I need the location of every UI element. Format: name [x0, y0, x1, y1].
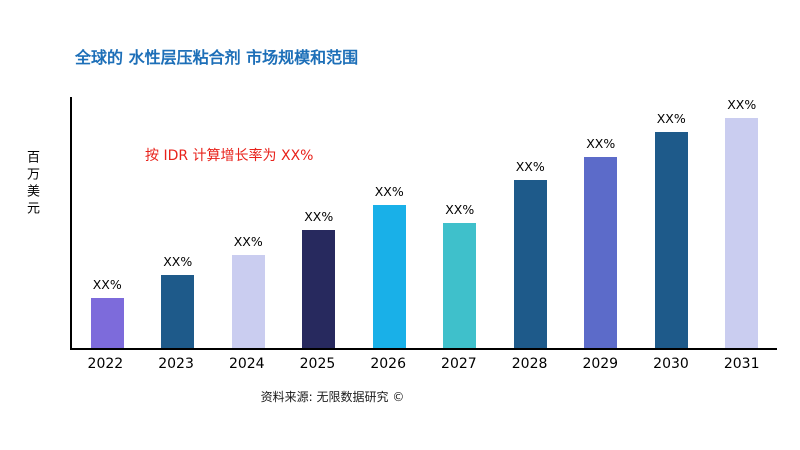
bar-value-label: XX%: [515, 158, 545, 174]
bar-2023: [161, 275, 195, 348]
bar-slot: XX%: [566, 97, 637, 348]
x-tick-label: 2031: [723, 356, 760, 372]
bar-2025: [302, 230, 336, 348]
bar-2022: [90, 297, 124, 348]
bar-2031: [725, 118, 759, 348]
bar-value-label: XX%: [233, 234, 263, 250]
bar-slot: XX%: [284, 97, 355, 348]
y-axis-label: 百万美元: [24, 150, 39, 218]
growth-annotation: 按 IDR 计算增长率为 XX%: [145, 148, 314, 164]
bar-2026: [372, 204, 406, 348]
bar-2024: [231, 255, 265, 348]
bar-value-label: XX%: [374, 183, 404, 199]
chart-title: 全球的 水性层压粘合剂 市场规模和范围: [75, 48, 359, 67]
x-tick-label: 2022: [87, 356, 124, 372]
x-tick-label: 2026: [370, 356, 406, 372]
bar-slot: XX%: [707, 97, 778, 348]
bar-value-label: XX%: [163, 254, 193, 270]
x-tick-label: 2030: [653, 356, 689, 372]
bar-value-label: XX%: [586, 136, 616, 152]
bar-slot: XX%: [213, 97, 284, 348]
x-tick-label: 2027: [441, 356, 477, 372]
bar-2027: [443, 222, 477, 348]
x-tick-label: 2028: [511, 356, 548, 372]
bar-slot: XX%: [495, 97, 566, 348]
bar-slot: XX%: [636, 97, 707, 348]
x-tick-label: 2029: [582, 356, 619, 372]
x-tick-label: 2025: [299, 356, 336, 372]
bar-slot: XX%: [354, 97, 425, 348]
bar-2029: [584, 157, 618, 348]
bar-slot: XX%: [72, 97, 143, 348]
bar-value-label: XX%: [304, 209, 334, 225]
bar-value-label: XX%: [445, 201, 475, 217]
plot-area: XX% XX% XX% XX% XX% XX% XX% XX% XX% XX%: [70, 97, 777, 350]
bars-container: XX% XX% XX% XX% XX% XX% XX% XX% XX% XX%: [72, 97, 777, 348]
bar-value-label: XX%: [727, 97, 757, 112]
bar-2030: [654, 132, 688, 348]
bar-2028: [513, 179, 547, 348]
source-note: 资料来源: 无限数据研究 ©: [260, 390, 405, 404]
bar-slot: XX%: [425, 97, 496, 348]
bar-slot: XX%: [143, 97, 214, 348]
x-tick-label: 2024: [228, 356, 265, 372]
x-axis-labels: 2022 2023 2024 2025 2026 2027 2028 2029 2030 2031: [70, 356, 777, 372]
bar-value-label: XX%: [656, 111, 686, 127]
bar-value-label: XX%: [92, 276, 122, 292]
x-tick-label: 2023: [158, 356, 194, 372]
